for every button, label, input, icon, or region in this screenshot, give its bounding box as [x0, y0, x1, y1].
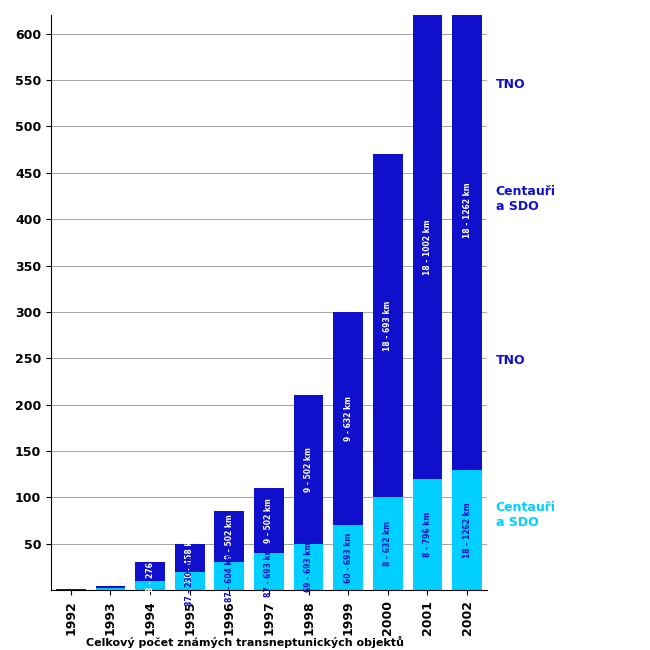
Bar: [294, 395, 324, 544]
Bar: [294, 544, 324, 590]
Bar: [373, 154, 403, 497]
Text: Centauři
a SDO: Centauři a SDO: [496, 185, 556, 213]
Bar: [96, 588, 125, 590]
Text: 60 - 693 km: 60 - 693 km: [344, 533, 353, 583]
Bar: [175, 544, 205, 572]
Bar: [214, 512, 244, 562]
Bar: [175, 572, 205, 590]
Bar: [333, 525, 363, 590]
Text: Centauři
a SDO: Centauři a SDO: [496, 502, 556, 530]
Bar: [135, 562, 165, 581]
Text: TNO: TNO: [496, 77, 525, 90]
Text: 87 - 230 km: 87 - 230 km: [185, 556, 194, 606]
Bar: [96, 586, 125, 588]
Text: 18 - 1262 km: 18 - 1262 km: [463, 182, 472, 238]
Text: 9 - 502 km: 9 - 502 km: [265, 499, 274, 543]
Text: 9 - 502 km: 9 - 502 km: [225, 515, 234, 560]
Text: 18 - 1002 km: 18 - 1002 km: [423, 219, 432, 275]
Text: 18 - 1262 km: 18 - 1262 km: [463, 502, 472, 558]
Text: 8 - 796 km: 8 - 796 km: [423, 512, 432, 557]
Text: 8 - 632 km: 8 - 632 km: [384, 521, 393, 566]
Bar: [452, 0, 482, 470]
Bar: [333, 312, 363, 525]
Bar: [254, 488, 284, 553]
Bar: [413, 479, 443, 590]
Text: 87 - 604 km: 87 - 604 km: [225, 551, 234, 602]
Text: 9 - 502 km: 9 - 502 km: [304, 447, 313, 492]
Bar: [452, 470, 482, 590]
Bar: [135, 581, 165, 590]
Text: 28 - 276 km: 28 - 276 km: [146, 547, 155, 597]
Bar: [254, 553, 284, 590]
Text: TNO: TNO: [496, 354, 525, 367]
Text: 69 - 693 km: 69 - 693 km: [304, 542, 313, 592]
Text: 18 - 693 km: 18 - 693 km: [384, 301, 393, 351]
Text: 28 - 458 km: 28 - 458 km: [185, 532, 194, 583]
Text: Celkový počet známých transneptunických objektů
(TNO), Centaurů a objektů rozptý: Celkový počet známých transneptunických …: [86, 636, 415, 650]
Text: 9 - 632 km: 9 - 632 km: [344, 396, 353, 441]
Bar: [373, 497, 403, 590]
Bar: [413, 15, 443, 479]
Text: 87 - 693 km: 87 - 693 km: [265, 547, 274, 597]
Bar: [214, 562, 244, 590]
